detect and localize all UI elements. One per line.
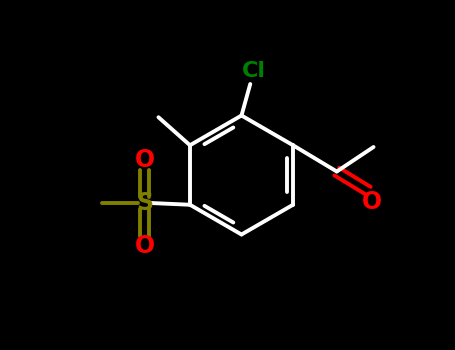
Text: Cl: Cl: [242, 61, 266, 81]
Text: O: O: [134, 234, 155, 258]
Text: O: O: [134, 148, 155, 172]
Text: O: O: [362, 190, 382, 214]
Text: S: S: [136, 191, 153, 215]
